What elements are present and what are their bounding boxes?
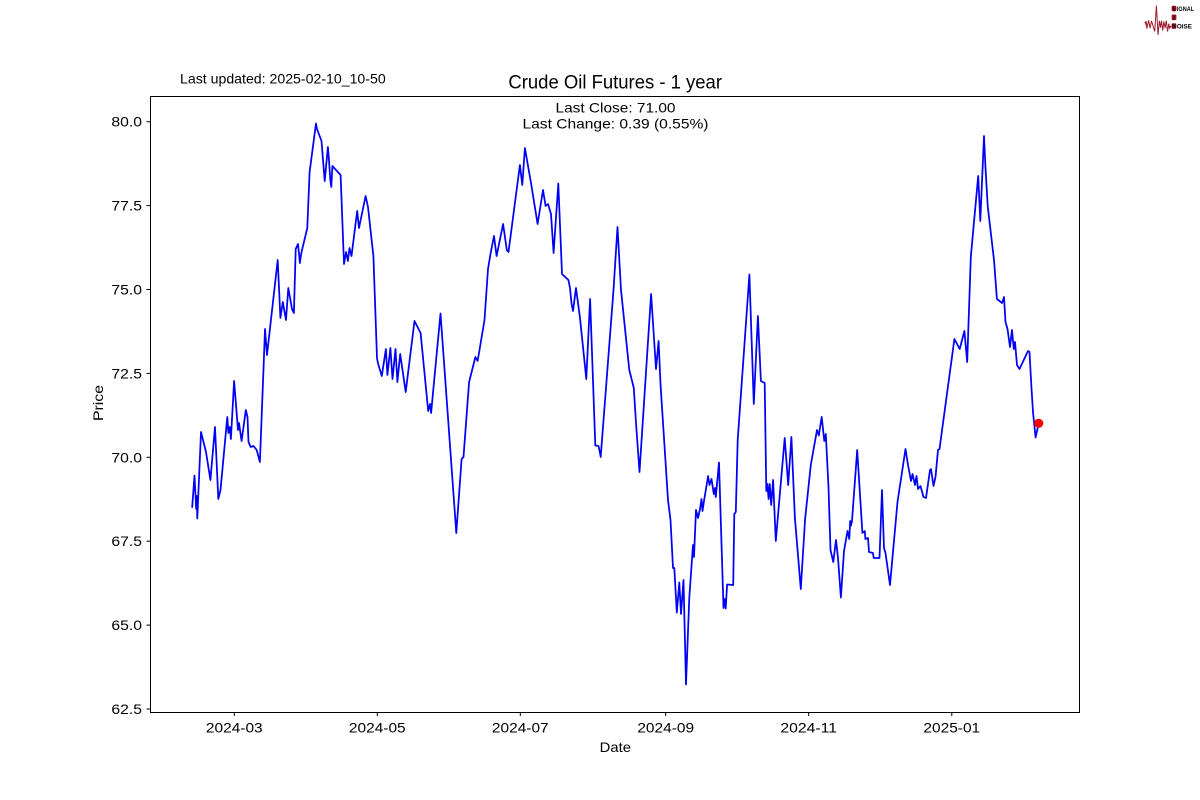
svg-text:70.0: 70.0 xyxy=(111,449,142,465)
svg-text:67.5: 67.5 xyxy=(111,533,142,549)
svg-text:Price: Price xyxy=(90,385,106,421)
svg-text:2024-03: 2024-03 xyxy=(206,720,263,736)
svg-text:80.0: 80.0 xyxy=(111,114,142,130)
svg-text:N: N xyxy=(1172,24,1176,30)
svg-text:Last updated: 2025-02-10_10-50: Last updated: 2025-02-10_10-50 xyxy=(180,70,386,86)
svg-text:77.5: 77.5 xyxy=(111,198,142,214)
svg-text:S: S xyxy=(1172,7,1176,13)
svg-text:2024-11: 2024-11 xyxy=(780,720,837,736)
svg-text:Last Change: 0.39 (0.55%): Last Change: 0.39 (0.55%) xyxy=(523,115,709,131)
svg-text:Crude Oil Futures - 1 year: Crude Oil Futures - 1 year xyxy=(508,72,722,94)
svg-text:2024-07: 2024-07 xyxy=(492,720,549,736)
svg-text:62.5: 62.5 xyxy=(111,701,142,717)
svg-text:2024-09: 2024-09 xyxy=(637,720,694,736)
svg-text:2024-05: 2024-05 xyxy=(349,720,406,736)
svg-text:Date: Date xyxy=(600,739,632,755)
svg-text:Last Close: 71.00: Last Close: 71.00 xyxy=(556,100,676,116)
svg-text:72.5: 72.5 xyxy=(111,365,142,381)
svg-text:2: 2 xyxy=(1173,15,1176,21)
svg-text:OISE: OISE xyxy=(1177,23,1193,30)
svg-text:65.0: 65.0 xyxy=(111,617,142,633)
svg-text:75.0: 75.0 xyxy=(111,282,142,298)
svg-text:IGNAL: IGNAL xyxy=(1177,6,1194,13)
svg-text:2025-01: 2025-01 xyxy=(923,720,980,736)
